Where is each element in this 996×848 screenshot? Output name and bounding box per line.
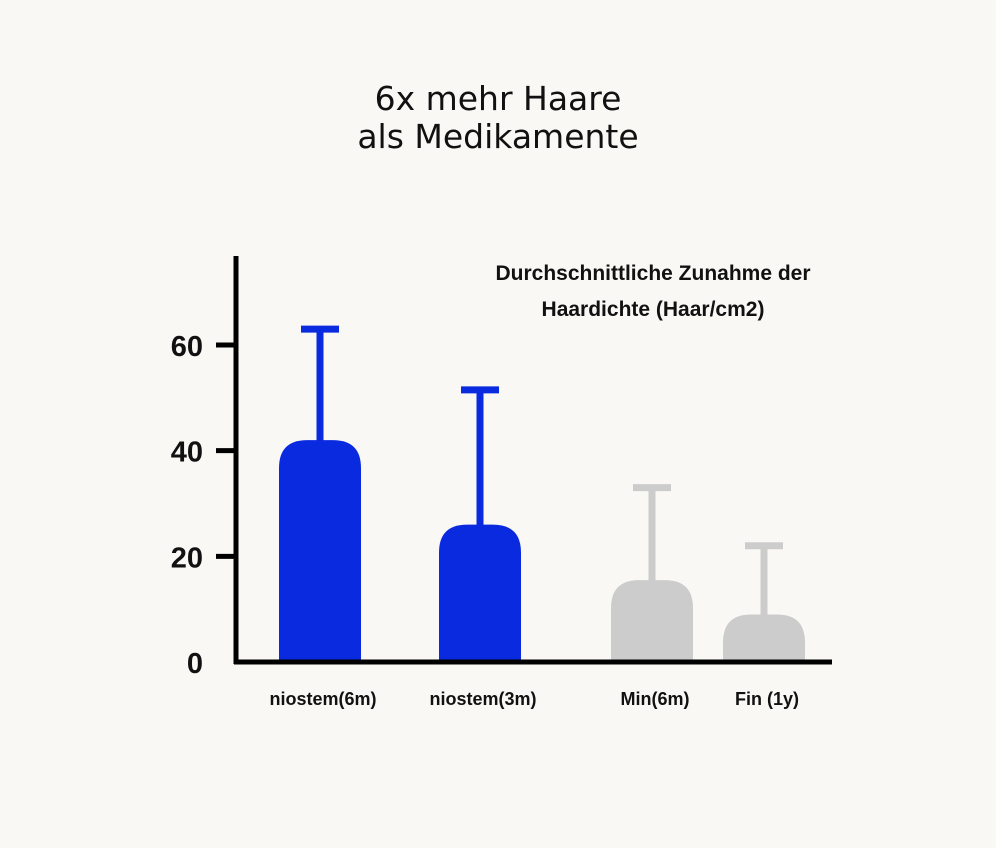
chart-title-line-2: Haardichte (Haar/cm2) (542, 298, 765, 321)
bar-1 (439, 524, 521, 662)
axes-layer: 0 20 40 60 (171, 256, 832, 680)
headline-line-2: als Medikamente (357, 117, 639, 156)
y-tick-label-1: 20 (171, 542, 203, 574)
headline-line-1: 6x mehr Haare (374, 79, 622, 118)
headline: 6x mehr Haare als Medikamente (0, 80, 996, 156)
category-label-2: Min(6m) (621, 689, 690, 709)
y-tick-label-3: 60 (171, 331, 203, 363)
y-tick-label-2: 40 (171, 437, 203, 469)
bar-0 (279, 440, 361, 662)
bar-2 (611, 580, 693, 662)
y-tick-label-0: 0 (187, 648, 203, 680)
bars-layer: niostem(6m) niostem(3m) Min(6m) Fin (1y) (269, 325, 805, 709)
chart-title-line-1: Durchschnittliche Zunahme der (495, 262, 810, 285)
category-label-3: Fin (1y) (735, 689, 799, 709)
category-label-0: niostem(6m) (269, 689, 376, 709)
category-label-1: niostem(3m) (429, 689, 536, 709)
bar-3 (723, 614, 805, 662)
